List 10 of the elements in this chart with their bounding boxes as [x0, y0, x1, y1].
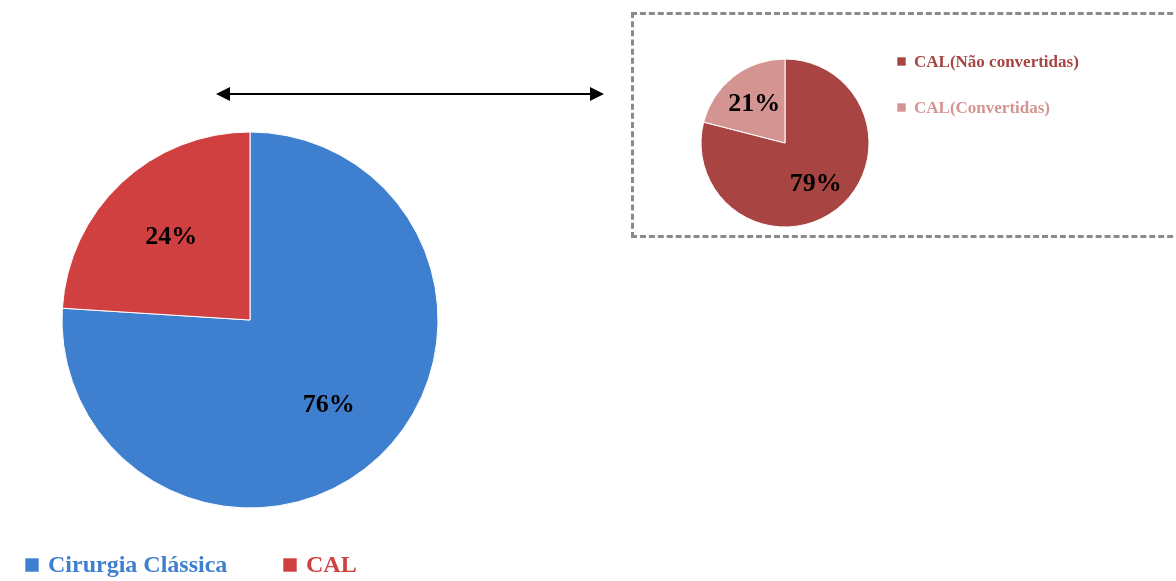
pie-slice	[61, 131, 439, 509]
data-label: 21%	[728, 88, 781, 118]
legend-label: CAL(Convertidas)	[914, 97, 1050, 117]
legend-label: Cirurgia Clássica	[48, 551, 228, 577]
data-label: 76%	[302, 388, 355, 418]
pie-slice	[700, 58, 870, 228]
legend-label: CAL(Não convertidas)	[914, 51, 1079, 71]
data-label: 79%	[789, 167, 842, 197]
legend-label: CAL	[306, 551, 357, 577]
data-label: 24%	[145, 221, 198, 251]
